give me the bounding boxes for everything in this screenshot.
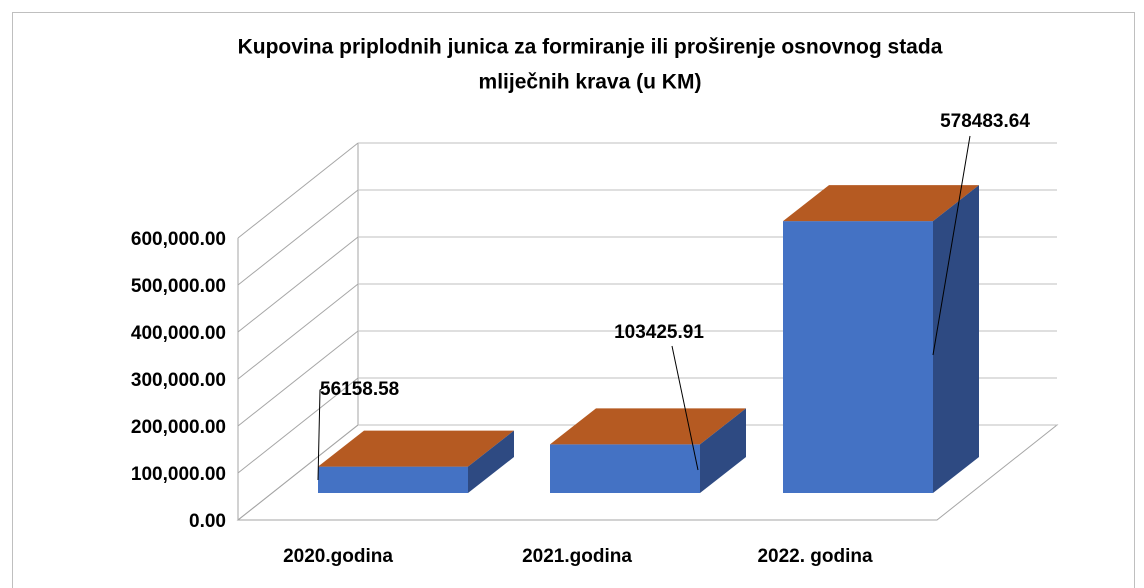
y-tick-label: 400,000.00 — [131, 323, 226, 344]
x-tick-label: 2021.godina — [522, 546, 632, 567]
leader-line — [671, 345, 699, 471]
bar-front — [550, 444, 700, 493]
grid-line — [237, 330, 359, 427]
grid-line — [237, 189, 359, 286]
bar-top — [783, 185, 979, 222]
data-label: 578483.64 — [940, 111, 1030, 132]
x-tick-label: 2020.godina — [283, 546, 393, 567]
leader-line — [932, 135, 971, 356]
bar-top — [318, 430, 514, 467]
chart-title: Kupovina priplodnih junica za formiranje… — [238, 36, 943, 59]
y-tick-label: 600,000.00 — [131, 229, 226, 250]
y-tick-label: 500,000.00 — [131, 276, 226, 297]
y-tick-label: 0.00 — [189, 511, 226, 532]
bar-side — [700, 408, 746, 493]
bar-side — [468, 430, 514, 493]
x-tick-label: 2022. godina — [757, 546, 873, 567]
grid-line — [237, 236, 359, 333]
leader-line — [317, 384, 329, 481]
y-tick-label: 100,000.00 — [131, 464, 226, 485]
chart-title: mliječnih krava (u KM) — [479, 71, 702, 94]
grid-line — [237, 424, 359, 521]
bar-top — [550, 408, 746, 445]
grid-line — [237, 142, 359, 239]
bar-front — [783, 221, 933, 494]
y-tick-label: 200,000.00 — [131, 417, 226, 438]
grid-line — [237, 283, 359, 380]
bar-side — [933, 185, 979, 494]
data-label: 56158.58 — [320, 379, 399, 400]
grid-line — [237, 377, 359, 474]
y-tick-label: 300,000.00 — [131, 370, 226, 391]
bar-front — [318, 466, 468, 493]
data-label: 103425.91 — [614, 322, 704, 343]
